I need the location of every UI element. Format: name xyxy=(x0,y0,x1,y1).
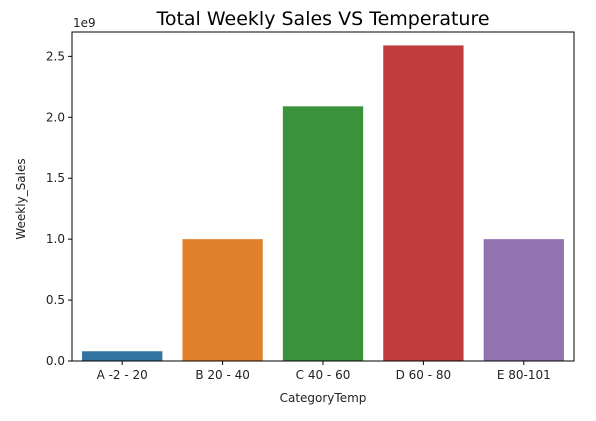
y-tick-label: 1.0 xyxy=(46,232,65,246)
bars-group xyxy=(82,45,564,362)
y-axis-label: Weekly_Sales xyxy=(14,158,28,239)
bar-1 xyxy=(182,239,263,361)
bar-0 xyxy=(82,351,163,361)
y-tick-label: 1.5 xyxy=(46,171,65,185)
y-tick-label: 2.0 xyxy=(46,110,65,124)
bar-4 xyxy=(483,239,564,361)
y-ticks-group: 0.0 0.5 1.0 1.5 2.0 2.5 xyxy=(46,49,72,368)
x-axis-label: CategoryTemp xyxy=(280,391,367,405)
x-tick-label: A -2 - 20 xyxy=(97,368,148,382)
y-exponent-label: 1e9 xyxy=(73,16,96,30)
y-tick-label: 0.0 xyxy=(46,354,65,368)
plot-frame xyxy=(71,31,575,362)
x-tick-label: B 20 - 40 xyxy=(195,368,250,382)
bar-2 xyxy=(282,106,364,362)
x-tick-label: C 40 - 60 xyxy=(296,368,351,382)
bar-3 xyxy=(383,45,464,361)
y-tick-label: 2.5 xyxy=(46,49,65,63)
x-tick-label: E 80-101 xyxy=(497,368,551,382)
x-ticks-group: A -2 - 20 B 20 - 40 C 40 - 60 D 60 - 80 E 80… xyxy=(97,361,551,382)
chart-title: Total Weekly Sales VS Temperature xyxy=(155,8,489,30)
y-tick-label: 0.5 xyxy=(46,293,65,307)
x-tick-label: D 60 - 80 xyxy=(396,368,452,382)
